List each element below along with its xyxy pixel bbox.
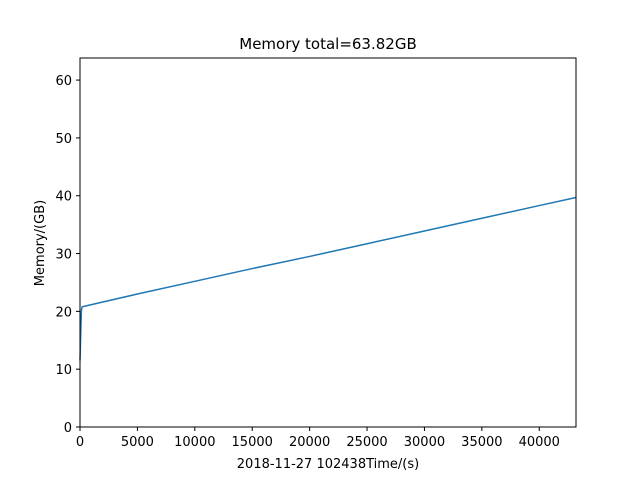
y-tick-label-0: 0 <box>64 421 72 436</box>
y-tick-label-20: 20 <box>55 305 72 320</box>
x-tick-label-15000: 15000 <box>232 435 273 450</box>
x-tick-label-30000: 30000 <box>404 435 445 450</box>
x-tick-label-0: 0 <box>76 435 84 450</box>
x-axis-label: 2018-11-27 102438Time/(s) <box>237 457 419 472</box>
x-tick-label-35000: 35000 <box>461 435 502 450</box>
x-tick-label-10000: 10000 <box>174 435 215 450</box>
y-tick-label-50: 50 <box>55 132 72 147</box>
y-tick-label-30: 30 <box>55 248 72 263</box>
plot-area: 0 5000 10000 15000 20000 25000 30000 35000 40000… <box>55 57 577 450</box>
y-tick-label-40: 40 <box>55 190 72 205</box>
y-tick-label-60: 60 <box>55 74 72 89</box>
y-tick-label-10: 10 <box>55 363 72 378</box>
x-tick-label-25000: 25000 <box>346 435 387 450</box>
plot-frame <box>79 57 577 428</box>
x-tick-label-5000: 5000 <box>121 435 154 450</box>
chart-title: Memory total=63.82GB <box>239 35 417 53</box>
y-axis-label: Memory/(GB) <box>33 200 48 286</box>
series-line-0 <box>79 196 577 361</box>
x-tick-label-20000: 20000 <box>289 435 330 450</box>
x-tick-label-40000: 40000 <box>519 435 560 450</box>
